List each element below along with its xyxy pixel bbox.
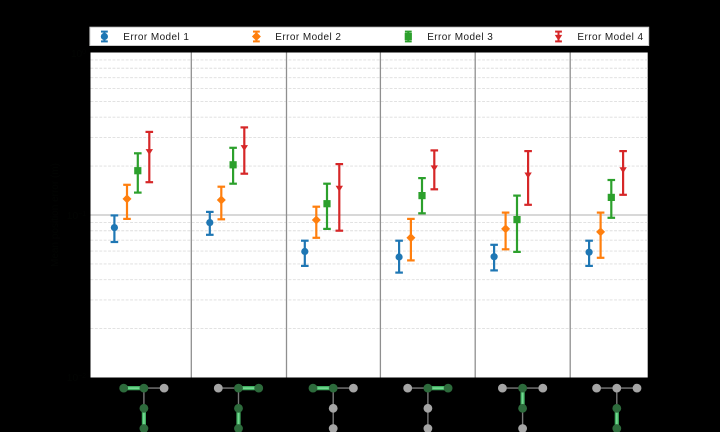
svg-text:100: 100 bbox=[71, 49, 86, 60]
svg-text:Mean position error (m): Mean position error (m) bbox=[50, 163, 61, 267]
svg-text:Error Model 4: Error Model 4 bbox=[577, 32, 643, 43]
svg-text:10−2: 10−2 bbox=[67, 373, 86, 384]
svg-text:Error Model 1: Error Model 1 bbox=[123, 32, 189, 43]
svg-text:Error Model 3: Error Model 3 bbox=[427, 32, 493, 43]
svg-text:10−1: 10−1 bbox=[67, 211, 86, 222]
svg-text:Error Model 2: Error Model 2 bbox=[275, 32, 341, 43]
